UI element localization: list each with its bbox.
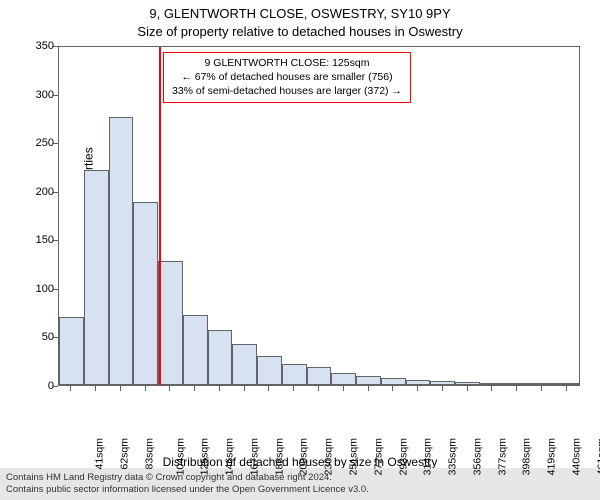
footer-line2: Contains public sector information licen… <box>6 484 594 496</box>
histogram-bar <box>257 356 282 385</box>
x-tick-label: 41sqm <box>94 438 106 470</box>
annotation-line: ← 67% of detached houses are smaller (75… <box>172 70 402 84</box>
y-tick-label: 0 <box>48 380 54 392</box>
histogram-bar <box>109 117 134 385</box>
histogram-bar <box>356 376 381 385</box>
histogram-bar <box>505 383 530 385</box>
chart-title-address: 9, GLENTWORTH CLOSE, OSWESTRY, SY10 9PY <box>0 6 600 21</box>
histogram-bar <box>307 367 332 385</box>
histogram-bar <box>183 315 208 385</box>
x-tick-mark <box>417 386 418 391</box>
x-tick-mark <box>169 386 170 391</box>
x-tick-mark <box>467 386 468 391</box>
y-tick-label: 200 <box>36 186 54 198</box>
x-tick-mark <box>392 386 393 391</box>
x-tick-label: 125sqm <box>199 438 211 475</box>
x-tick-mark <box>95 386 96 391</box>
x-tick-label: 440sqm <box>570 438 582 475</box>
x-tick-label: 62sqm <box>119 438 131 470</box>
x-tick-mark <box>70 386 71 391</box>
y-tick-label: 350 <box>36 40 54 52</box>
x-tick-mark <box>244 386 245 391</box>
x-tick-mark <box>442 386 443 391</box>
chart-subtitle: Size of property relative to detached ho… <box>0 24 600 39</box>
plot-area: 9 GLENTWORTH CLOSE: 125sqm← 67% of detac… <box>58 46 580 386</box>
histogram-bar <box>158 261 183 385</box>
histogram-bar <box>282 364 307 385</box>
y-tick-label: 300 <box>36 89 54 101</box>
x-tick-label: 377sqm <box>496 438 508 475</box>
x-tick-mark <box>318 386 319 391</box>
histogram-bar <box>381 378 406 385</box>
x-tick-label: 230sqm <box>323 438 335 475</box>
histogram-bar <box>430 381 455 385</box>
x-tick-label: 104sqm <box>174 438 186 475</box>
x-tick-label: 167sqm <box>248 438 260 475</box>
x-tick-mark <box>219 386 220 391</box>
histogram-bar <box>406 380 431 385</box>
x-tick-mark <box>120 386 121 391</box>
x-tick-mark <box>343 386 344 391</box>
x-tick-label: 251sqm <box>347 438 359 475</box>
x-tick-label: 461sqm <box>595 438 600 475</box>
x-tick-label: 419sqm <box>545 438 557 475</box>
histogram-bar <box>480 383 505 385</box>
reference-line <box>159 47 161 385</box>
histogram-bar <box>232 344 257 385</box>
x-tick-label: 83sqm <box>143 438 155 470</box>
x-tick-mark <box>268 386 269 391</box>
x-tick-label: 356sqm <box>471 438 483 475</box>
x-tick-mark <box>194 386 195 391</box>
x-tick-mark <box>293 386 294 391</box>
x-tick-label: 146sqm <box>224 438 236 475</box>
annotation-line: 9 GLENTWORTH CLOSE: 125sqm <box>172 56 402 70</box>
histogram-bar <box>331 373 356 385</box>
chart-container: 9, GLENTWORTH CLOSE, OSWESTRY, SY10 9PY … <box>0 0 600 500</box>
x-tick-label: 398sqm <box>521 438 533 475</box>
y-tick-label: 250 <box>36 137 54 149</box>
histogram-bar <box>59 317 84 385</box>
x-tick-mark <box>566 386 567 391</box>
annotation-line: 33% of semi-detached houses are larger (… <box>172 84 402 98</box>
x-tick-mark <box>541 386 542 391</box>
y-tick-label: 150 <box>36 234 54 246</box>
y-tick-label: 50 <box>42 331 54 343</box>
histogram-bar <box>208 330 233 385</box>
x-tick-mark <box>491 386 492 391</box>
y-tick-label: 100 <box>36 283 54 295</box>
histogram-bar <box>529 383 554 385</box>
histogram-bar <box>133 202 158 385</box>
x-tick-label: 188sqm <box>273 438 285 475</box>
x-tick-mark <box>368 386 369 391</box>
x-tick-mark <box>145 386 146 391</box>
x-tick-label: 293sqm <box>397 438 409 475</box>
annotation-box: 9 GLENTWORTH CLOSE: 125sqm← 67% of detac… <box>163 52 411 103</box>
histogram-bar <box>455 382 480 385</box>
histogram-bar <box>84 170 109 385</box>
x-tick-mark <box>516 386 517 391</box>
x-tick-label: 209sqm <box>298 438 310 475</box>
histogram-bar <box>554 383 579 385</box>
x-tick-label: 272sqm <box>372 438 384 475</box>
x-tick-label: 314sqm <box>422 438 434 475</box>
x-tick-label: 335sqm <box>446 438 458 475</box>
